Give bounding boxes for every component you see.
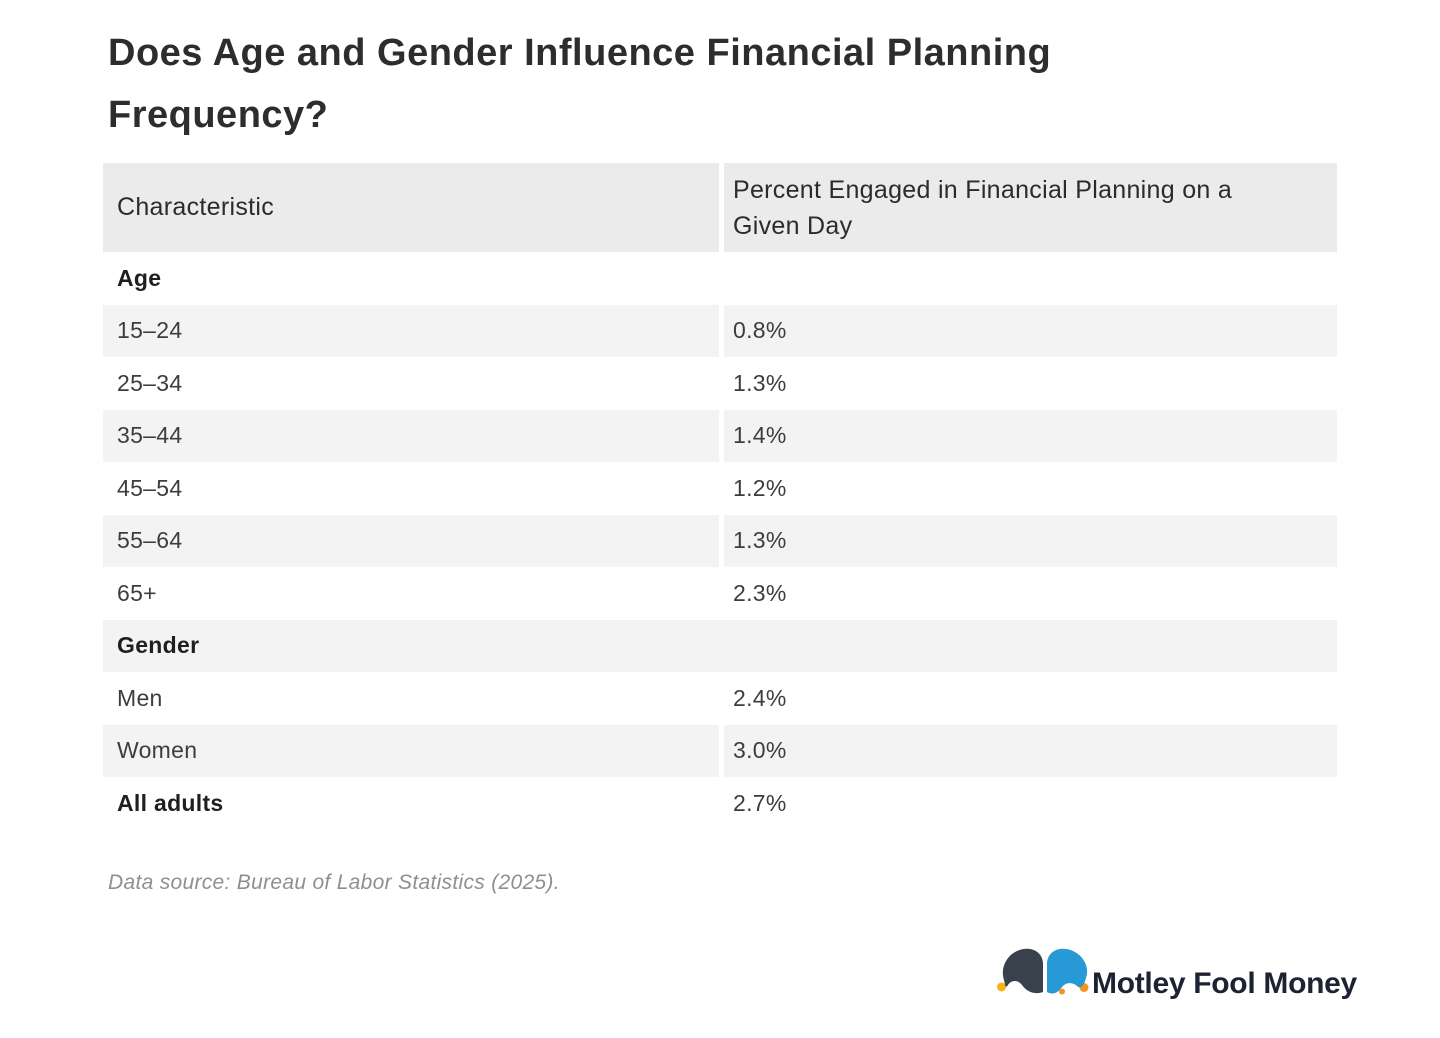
row-label: All adults (117, 789, 224, 816)
table-row-55-64: 55–64 1.3% (103, 514, 1337, 567)
table-row-35-44: 35–44 1.4% (103, 409, 1337, 462)
row-label: Men (117, 684, 163, 711)
table-row-women: Women 3.0% (103, 724, 1337, 777)
row-value: 2.4% (733, 684, 787, 711)
table-row-65-plus: 65+ 2.3% (103, 567, 1337, 620)
row-label: 25–34 (117, 369, 183, 396)
section-row-gender: Gender (103, 619, 1337, 672)
row-value: 1.2% (733, 474, 787, 501)
row-value: 2.7% (733, 789, 787, 816)
column-header-characteristic: Characteristic (103, 163, 719, 252)
section-row-age: Age (103, 252, 1337, 305)
brand-wordmark: Motley Fool Money (1092, 967, 1357, 1000)
row-label: 65+ (117, 579, 157, 606)
section-label: Age (117, 264, 162, 291)
row-label: Women (103, 724, 719, 777)
section-label: Gender (103, 619, 1337, 672)
jester-hat-icon (997, 948, 1089, 995)
data-source-note: Data source: Bureau of Labor Statistics … (108, 871, 560, 894)
table-row-25-34: 25–34 1.3% (103, 357, 1337, 410)
table-row-all-adults: All adults 2.7% (103, 777, 1337, 830)
row-label: 35–44 (103, 409, 719, 462)
table-header-row: Characteristic Percent Engaged in Financ… (103, 163, 1337, 252)
table-row-men: Men 2.4% (103, 672, 1337, 725)
row-label: 45–54 (117, 474, 183, 501)
row-value: 1.4% (724, 409, 1337, 462)
row-value: 1.3% (724, 514, 1337, 567)
row-value: 1.3% (733, 369, 787, 396)
table-row-45-54: 45–54 1.2% (103, 462, 1337, 515)
data-table: Characteristic Percent Engaged in Financ… (103, 163, 1337, 830)
table-row-15-24: 15–24 0.8% (103, 304, 1337, 357)
row-label: 15–24 (103, 304, 719, 357)
column-header-percent: Percent Engaged in Financial Planning on… (724, 163, 1337, 252)
row-value: 0.8% (724, 304, 1337, 357)
row-label: 55–64 (103, 514, 719, 567)
row-value: 2.3% (733, 579, 787, 606)
row-value: 3.0% (724, 724, 1337, 777)
page-title: Does Age and Gender Influence Financial … (108, 32, 1052, 136)
